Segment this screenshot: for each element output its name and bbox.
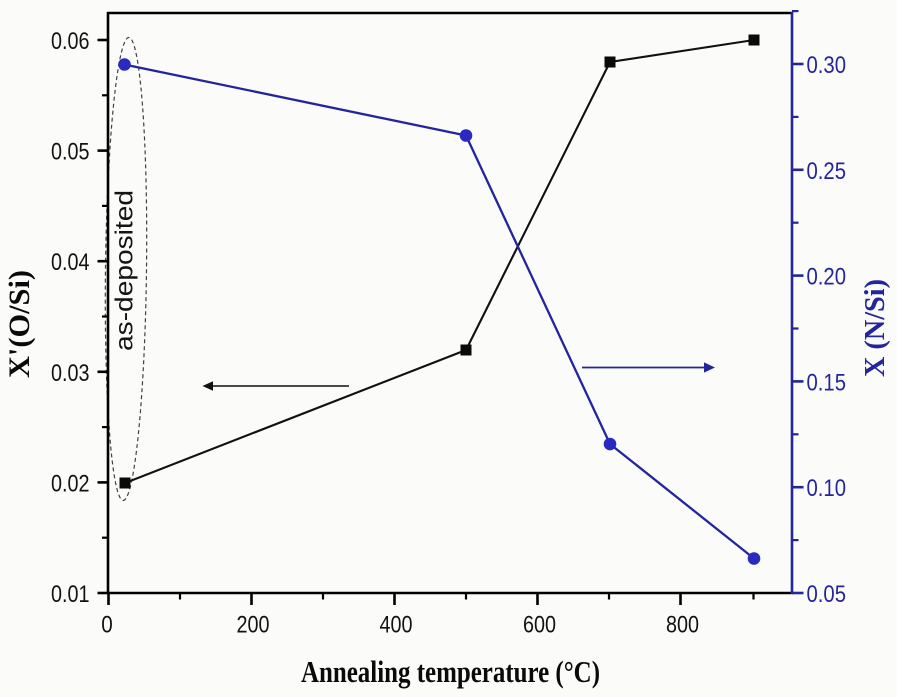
svg-text:800: 800 bbox=[666, 612, 699, 639]
svg-text:0.03: 0.03 bbox=[51, 360, 90, 387]
svg-text:200: 200 bbox=[237, 612, 270, 639]
svg-text:0.06: 0.06 bbox=[51, 28, 90, 55]
svg-text:X'(O/Si): X'(O/Si) bbox=[3, 270, 36, 378]
svg-text:0.20: 0.20 bbox=[807, 264, 847, 291]
svg-text:600: 600 bbox=[523, 612, 556, 639]
svg-text:0.01: 0.01 bbox=[51, 581, 90, 608]
svg-text:0.02: 0.02 bbox=[51, 470, 90, 497]
svg-text:0.15: 0.15 bbox=[807, 369, 847, 396]
svg-text:400: 400 bbox=[380, 612, 413, 639]
svg-text:0.30: 0.30 bbox=[807, 52, 847, 79]
svg-text:Annealing temperature (°C): Annealing temperature (°C) bbox=[301, 654, 600, 689]
svg-text:as-deposited: as-deposited bbox=[111, 190, 139, 351]
svg-text:0.05: 0.05 bbox=[807, 581, 847, 608]
svg-text:X (N/Si): X (N/Si) bbox=[859, 279, 891, 377]
svg-text:0.25: 0.25 bbox=[807, 158, 847, 185]
svg-text:0.05: 0.05 bbox=[51, 139, 90, 166]
svg-text:0: 0 bbox=[101, 612, 113, 639]
svg-text:0.10: 0.10 bbox=[807, 475, 847, 502]
svg-text:0.04: 0.04 bbox=[51, 249, 90, 276]
